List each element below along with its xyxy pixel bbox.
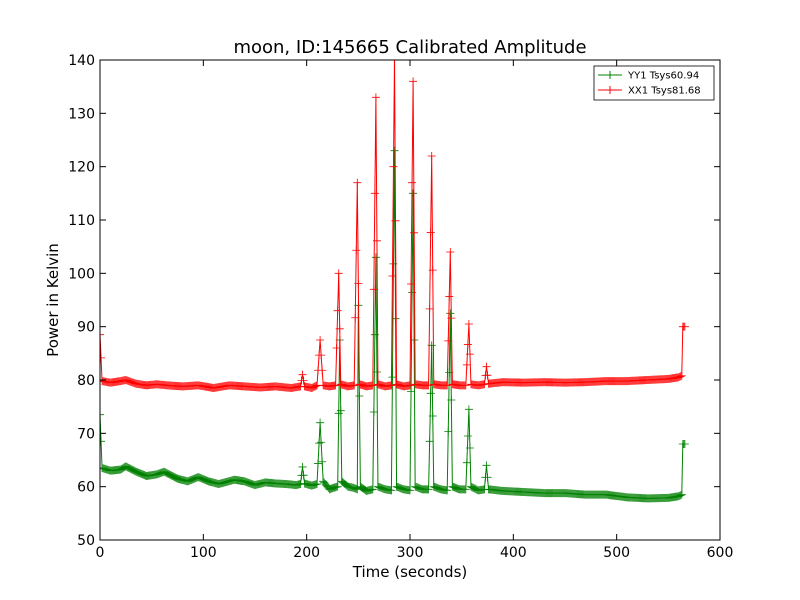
y-tick-label: 110	[68, 213, 95, 229]
x-tick-label: 600	[707, 545, 734, 561]
legend-marker-xx1	[606, 86, 614, 94]
y-tick-label: 120	[68, 160, 95, 176]
legend-label-yy1: YY1 Tsys60.94	[627, 71, 699, 82]
plot-frame	[99, 59, 721, 541]
y-tick-label: 100	[68, 266, 95, 282]
legend-box	[593, 65, 715, 101]
legend-marker-yy1	[606, 71, 614, 79]
x-tick-label: 200	[293, 545, 320, 561]
y-tick-label: 90	[77, 320, 95, 336]
x-tick-label: 100	[190, 545, 217, 561]
legend-entry-xx1: XX1 Tsys81.68	[598, 86, 701, 97]
y-tick-label: 130	[68, 106, 95, 122]
y-axis-title: Power in Kelvin	[44, 243, 62, 357]
x-axis-title: Time (seconds)	[352, 563, 468, 581]
series-0	[100, 146, 689, 503]
x-tick-label: 400	[500, 545, 527, 561]
chart-title: moon, ID:145665 Calibrated Amplitude	[233, 37, 586, 58]
x-tick-label: 500	[603, 545, 630, 561]
y-tick-label: 140	[68, 53, 95, 69]
series-1	[100, 60, 689, 392]
legend-entry-yy1: YY1 Tsys60.94	[598, 71, 699, 82]
x-tick-label: 300	[397, 545, 424, 561]
ticks-layer: 0 100 200 300 400 500 600 50 60 70 80 90 100 110 120 13…	[68, 53, 733, 561]
x-tick-label: 0	[96, 545, 105, 561]
y-tick-label: 50	[77, 533, 95, 549]
series-layer	[100, 60, 689, 503]
series-markers	[100, 146, 689, 503]
y-tick-label: 60	[77, 480, 95, 496]
series-markers	[100, 60, 689, 392]
legend-label-xx1: XX1 Tsys81.68	[628, 86, 701, 97]
y-tick-label: 80	[77, 373, 95, 389]
legend: YY1 Tsys60.94 XX1 Tsys81.68	[593, 65, 715, 101]
y-tick-label: 70	[77, 426, 95, 442]
